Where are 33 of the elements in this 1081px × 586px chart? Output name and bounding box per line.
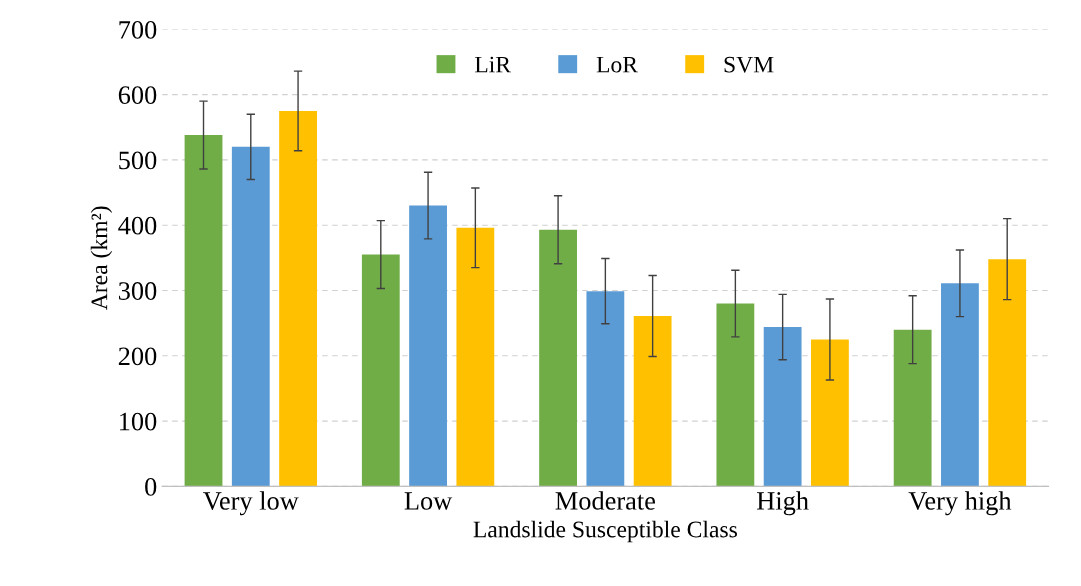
bar xyxy=(763,327,802,487)
y-tick-label: 100 xyxy=(120,412,157,431)
bar xyxy=(231,146,270,487)
bar xyxy=(279,110,317,487)
bar xyxy=(361,254,400,487)
bar xyxy=(633,315,672,487)
bar xyxy=(941,283,979,487)
bar xyxy=(456,227,495,487)
x-tick-label: Very low xyxy=(203,491,299,516)
bar xyxy=(811,339,849,487)
y-tick-label: 200 xyxy=(118,347,157,366)
bar xyxy=(988,259,1027,487)
x-tick-label: Low xyxy=(404,492,453,510)
x-tick-label: Moderate xyxy=(555,491,655,510)
bar xyxy=(184,135,223,487)
y-tick-label: 500 xyxy=(119,151,157,170)
x-tick-label: High xyxy=(757,491,809,516)
bar xyxy=(539,229,577,487)
bar xyxy=(716,303,755,487)
y-axis-title: Area (km²) xyxy=(90,206,113,310)
x-axis-title: Landslide Susceptible Class xyxy=(473,520,737,543)
bar xyxy=(586,291,625,487)
legend-label: SVM xyxy=(724,56,774,73)
y-tick-label: 400 xyxy=(118,216,157,235)
y-tick-label: 700 xyxy=(119,20,157,39)
legend-label: LiR xyxy=(474,56,511,73)
y-tick-label: 0 xyxy=(145,477,157,496)
bar xyxy=(409,205,447,487)
legend-label: LoR xyxy=(596,56,638,73)
x-tick-label: Very high xyxy=(908,491,1012,516)
y-tick-label: 600 xyxy=(118,86,157,105)
bar xyxy=(893,329,932,487)
y-tick-label: 300 xyxy=(118,282,157,300)
